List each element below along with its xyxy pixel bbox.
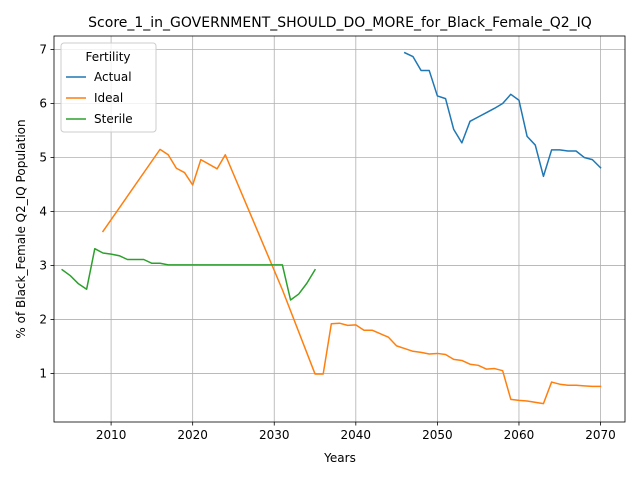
x-tick-label: 2020: [177, 428, 208, 442]
legend-label-sterile: Sterile: [94, 112, 133, 126]
y-axis-label: % of Black_Female Q2_IQ Population: [14, 119, 28, 338]
x-tick-label: 2010: [96, 428, 127, 442]
y-tick-label: 5: [39, 150, 47, 164]
x-tick-label: 2050: [422, 428, 453, 442]
series-line-sterile: [61, 247, 317, 301]
plot-lines: [61, 51, 602, 405]
series-line-actual: [403, 51, 602, 178]
chart-title: Score_1_in_GOVERNMENT_SHOULD_DO_MORE_for…: [88, 15, 592, 31]
x-tick-label: 2060: [504, 428, 535, 442]
legend: Fertility Actual Ideal Sterile: [60, 42, 157, 133]
x-ticks: 2010 2020 2030 2040 2050 2060 2070: [96, 422, 616, 442]
y-tick-label: 3: [39, 258, 47, 272]
plot-frame: [53, 35, 626, 423]
series-line-ideal: [101, 148, 602, 405]
y-tick-label: 7: [39, 42, 47, 56]
x-tick-label: 2040: [341, 428, 372, 442]
legend-label-ideal: Ideal: [94, 91, 123, 105]
y-tick-label: 4: [39, 204, 47, 218]
legend-box: [60, 42, 157, 133]
x-tick-label: 2070: [585, 428, 616, 442]
y-tick-label: 6: [39, 96, 47, 110]
legend-title: Fertility: [85, 50, 130, 64]
y-tick-label: 1: [39, 366, 47, 380]
y-tick-label: 2: [39, 312, 47, 326]
legend-label-actual: Actual: [94, 70, 132, 84]
x-axis-label: Years: [323, 451, 356, 465]
x-tick-label: 2030: [259, 428, 290, 442]
y-ticks: 1 2 3 4 5 6 7: [39, 42, 54, 380]
